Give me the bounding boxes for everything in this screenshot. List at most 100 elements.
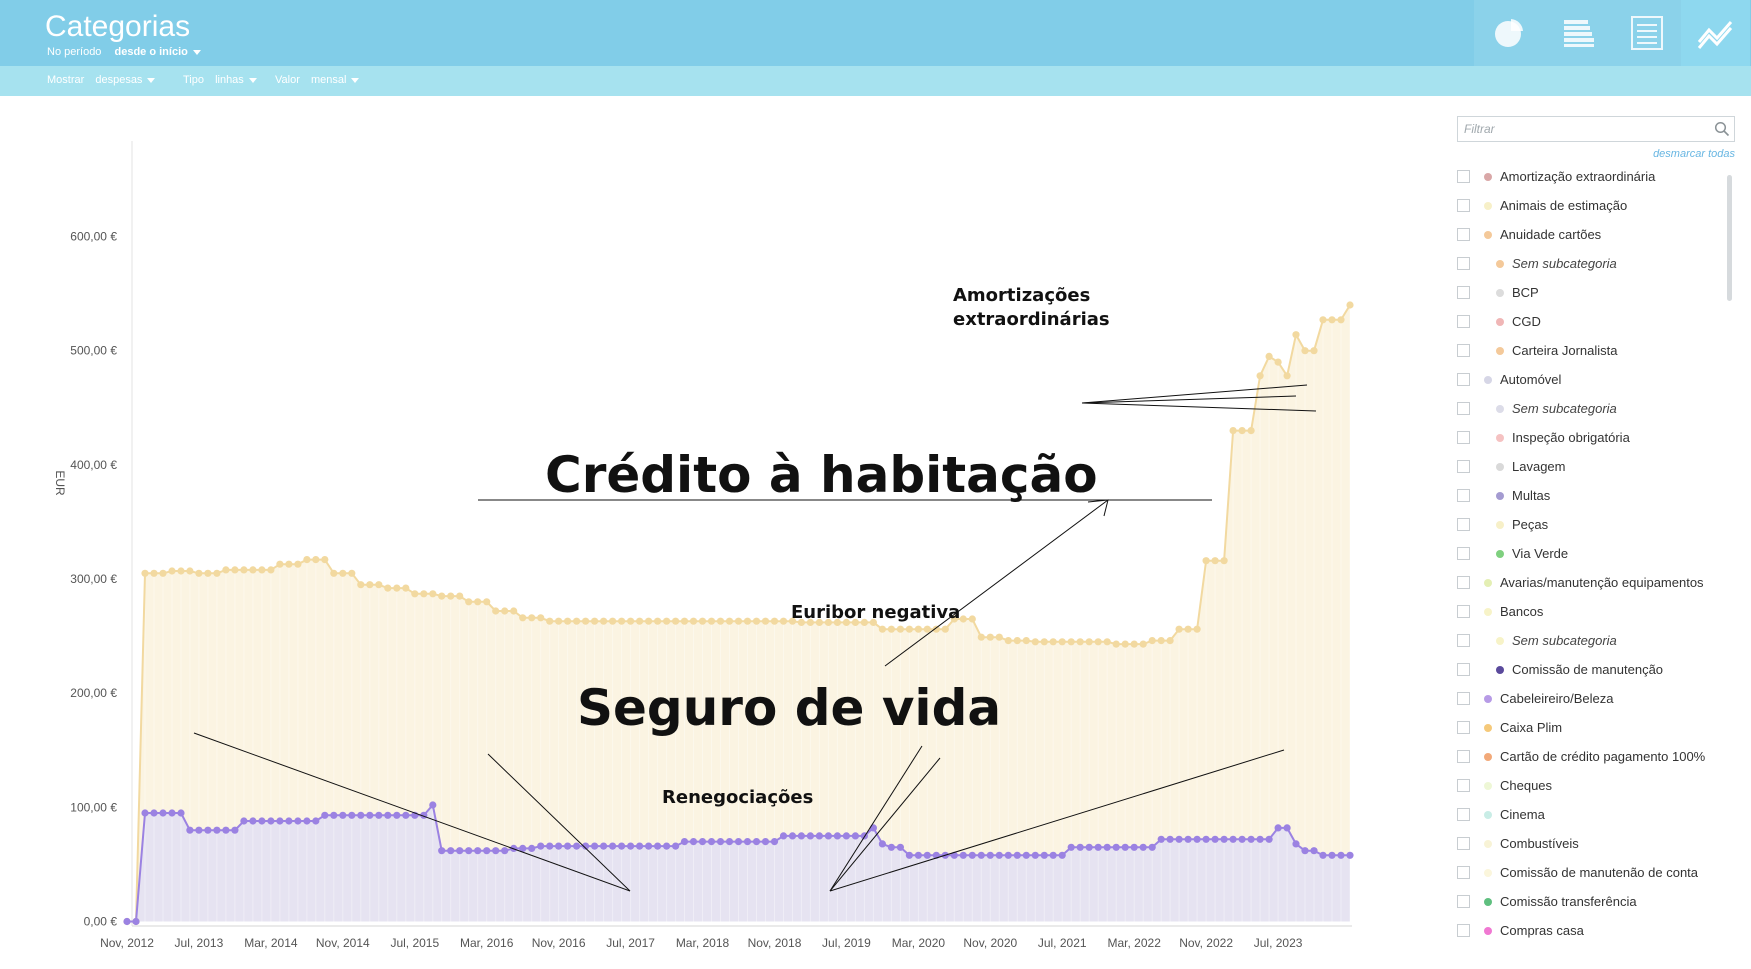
data-point[interactable] (1103, 638, 1111, 646)
data-point[interactable] (519, 614, 527, 622)
data-point[interactable] (1067, 843, 1075, 851)
data-point[interactable] (375, 811, 383, 819)
data-point[interactable] (1049, 851, 1057, 859)
data-point[interactable] (851, 618, 860, 627)
data-point[interactable] (887, 843, 896, 851)
data-point[interactable] (770, 617, 779, 625)
data-point[interactable] (564, 617, 572, 625)
data-point[interactable] (743, 617, 752, 625)
data-point[interactable] (1310, 347, 1318, 355)
category-checkbox[interactable] (1457, 750, 1470, 763)
data-point[interactable] (1112, 640, 1120, 648)
search-icon[interactable] (1714, 121, 1730, 137)
category-item[interactable]: Comissão de manutenção (1457, 655, 1727, 684)
data-point[interactable] (483, 598, 491, 606)
data-point[interactable] (1022, 851, 1030, 859)
data-point[interactable] (878, 625, 887, 633)
pie-view-button[interactable] (1474, 0, 1543, 66)
data-point[interactable] (375, 581, 383, 589)
category-checkbox[interactable] (1457, 228, 1470, 241)
data-point[interactable] (1058, 638, 1066, 646)
data-point[interactable] (959, 851, 967, 859)
data-point[interactable] (654, 842, 662, 850)
data-point[interactable] (285, 560, 293, 568)
data-point[interactable] (716, 838, 725, 846)
data-point[interactable] (159, 569, 167, 577)
category-item[interactable]: BCP (1457, 278, 1727, 307)
category-checkbox[interactable] (1457, 663, 1470, 676)
data-point[interactable] (788, 832, 797, 840)
data-point[interactable] (141, 809, 149, 817)
data-point[interactable] (1121, 640, 1129, 648)
data-point[interactable] (986, 851, 994, 859)
data-point[interactable] (959, 615, 967, 623)
data-point[interactable] (672, 842, 680, 850)
data-point[interactable] (869, 618, 878, 627)
data-point[interactable] (1202, 835, 1210, 843)
data-point[interactable] (1076, 843, 1084, 851)
data-point[interactable] (177, 809, 185, 817)
data-point[interactable] (573, 842, 581, 850)
data-point[interactable] (492, 607, 500, 615)
data-point[interactable] (734, 838, 743, 846)
data-point[interactable] (1337, 851, 1345, 859)
data-point[interactable] (195, 826, 203, 834)
data-point[interactable] (1175, 625, 1183, 633)
category-item[interactable]: Peças (1457, 510, 1727, 539)
data-point[interactable] (1049, 638, 1057, 646)
data-point[interactable] (743, 838, 752, 846)
data-point[interactable] (258, 817, 266, 825)
data-point[interactable] (627, 842, 635, 850)
data-point[interactable] (672, 617, 680, 625)
data-point[interactable] (168, 567, 176, 575)
data-point[interactable] (1211, 557, 1219, 565)
data-point[interactable] (1256, 835, 1264, 843)
data-point[interactable] (132, 917, 140, 926)
data-point[interactable] (1202, 557, 1210, 565)
data-point[interactable] (222, 566, 230, 574)
category-item[interactable]: Combustíveis (1457, 829, 1727, 858)
data-point[interactable] (555, 842, 563, 850)
data-point[interactable] (348, 811, 356, 819)
data-point[interactable] (797, 618, 806, 627)
category-checkbox[interactable] (1457, 605, 1470, 618)
data-point[interactable] (887, 625, 896, 633)
data-point[interactable] (1337, 316, 1345, 324)
category-item[interactable]: Inspeção obrigatória (1457, 423, 1727, 452)
category-checkbox[interactable] (1457, 373, 1470, 386)
data-point[interactable] (1121, 843, 1129, 851)
type-dropdown[interactable]: linhas (215, 74, 257, 86)
data-point[interactable] (276, 560, 284, 568)
data-point[interactable] (1148, 843, 1156, 851)
data-point[interactable] (725, 617, 734, 625)
category-checkbox[interactable] (1457, 489, 1470, 502)
data-point[interactable] (851, 832, 860, 840)
data-point[interactable] (339, 569, 347, 577)
data-point[interactable] (420, 590, 428, 598)
uncheck-all-link[interactable]: desmarcar todas (1653, 148, 1735, 160)
data-point[interactable] (150, 569, 158, 577)
category-checkbox[interactable] (1457, 286, 1470, 299)
data-point[interactable] (546, 842, 554, 850)
data-point[interactable] (555, 617, 563, 625)
data-point[interactable] (1211, 835, 1219, 843)
data-point[interactable] (1238, 427, 1246, 435)
data-point[interactable] (663, 842, 671, 850)
data-point[interactable] (663, 617, 671, 625)
data-point[interactable] (932, 625, 940, 633)
data-point[interactable] (1094, 843, 1102, 851)
data-point[interactable] (1004, 637, 1012, 645)
bars-view-button[interactable] (1543, 0, 1612, 66)
data-point[interactable] (141, 569, 149, 577)
data-point[interactable] (1346, 301, 1354, 309)
data-point[interactable] (168, 809, 176, 817)
data-point[interactable] (186, 567, 194, 575)
data-point[interactable] (1139, 640, 1147, 648)
data-point[interactable] (1112, 843, 1120, 851)
data-point[interactable] (806, 618, 815, 627)
data-point[interactable] (213, 826, 221, 834)
filter-input[interactable] (1458, 117, 1708, 141)
data-point[interactable] (276, 817, 284, 825)
data-point[interactable] (1283, 824, 1291, 832)
category-checkbox[interactable] (1457, 895, 1470, 908)
